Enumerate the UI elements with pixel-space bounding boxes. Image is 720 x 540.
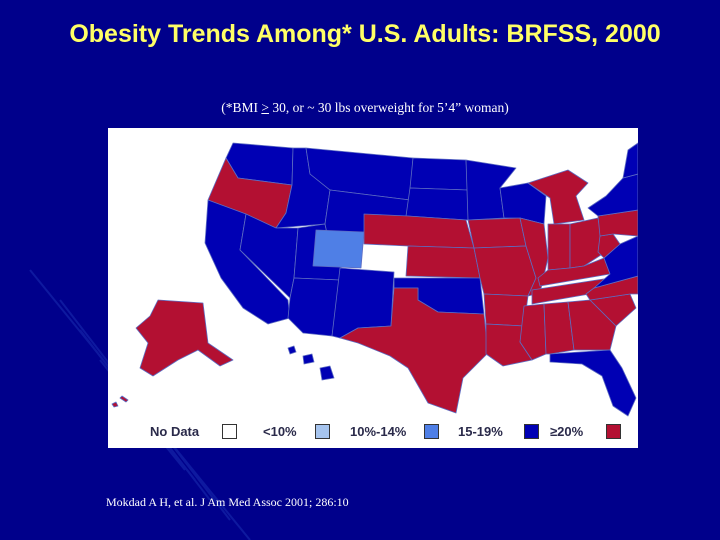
legend-label-20-plus: ≥20%	[550, 424, 584, 439]
us-obesity-map	[111, 142, 638, 417]
region-indiana	[547, 223, 571, 271]
region-georgia	[567, 299, 617, 351]
greater-equal-symbol: >	[261, 100, 269, 115]
region-mississippi	[519, 303, 547, 361]
subtitle-prefix: (*BMI	[221, 100, 262, 115]
legend-swatch-under-10	[315, 424, 330, 439]
region-north-dakota	[409, 157, 469, 191]
subtitle-rest: 30, or ~ 30 lbs overweight for 5’4” woma…	[268, 100, 509, 115]
region-kansas	[405, 245, 481, 279]
region-colorado	[312, 229, 365, 269]
region-ohio	[569, 217, 605, 269]
region-nebraska	[363, 213, 475, 249]
region-kentucky	[537, 257, 611, 287]
region-south-dakota	[405, 187, 469, 221]
region-missouri	[473, 245, 537, 297]
legend-swatch-10-14	[424, 424, 439, 439]
region-new-england	[622, 142, 638, 179]
map-legend: No Data <10% 10%-14% 15-19% ≥20%	[108, 418, 638, 448]
region-arizona	[287, 277, 341, 337]
legend-label-under-10: <10%	[263, 424, 297, 439]
region-arkansas	[483, 293, 529, 327]
region-hawaii	[287, 345, 335, 381]
slide-title: Obesity Trends Among* U.S. Adults: BRFSS…	[69, 20, 661, 48]
region-iowa	[467, 217, 527, 249]
slide-subtitle: (*BMI > 30, or ~ 30 lbs overweight for 5…	[100, 100, 630, 116]
region-florida	[549, 349, 637, 417]
region-michigan	[527, 169, 589, 225]
legend-label-10-14: 10%-14%	[350, 424, 407, 439]
legend-label-15-19: 15-19%	[458, 424, 503, 439]
legend-swatch-15-19	[524, 424, 539, 439]
region-alaska-islands	[111, 395, 129, 408]
map-panel: No Data <10% 10%-14% 15-19% ≥20%	[108, 128, 638, 448]
legend-swatch-no-data	[222, 424, 237, 439]
legend-label-no-data: No Data	[150, 424, 200, 439]
region-texas	[339, 287, 489, 414]
region-new-york	[587, 173, 638, 217]
region-north-carolina	[585, 275, 638, 301]
legend-swatch-20-plus	[606, 424, 621, 439]
region-alaska	[135, 299, 234, 377]
region-alabama	[543, 301, 575, 355]
citation: Mokdad A H, et al. J Am Med Assoc 2001; …	[106, 495, 349, 509]
